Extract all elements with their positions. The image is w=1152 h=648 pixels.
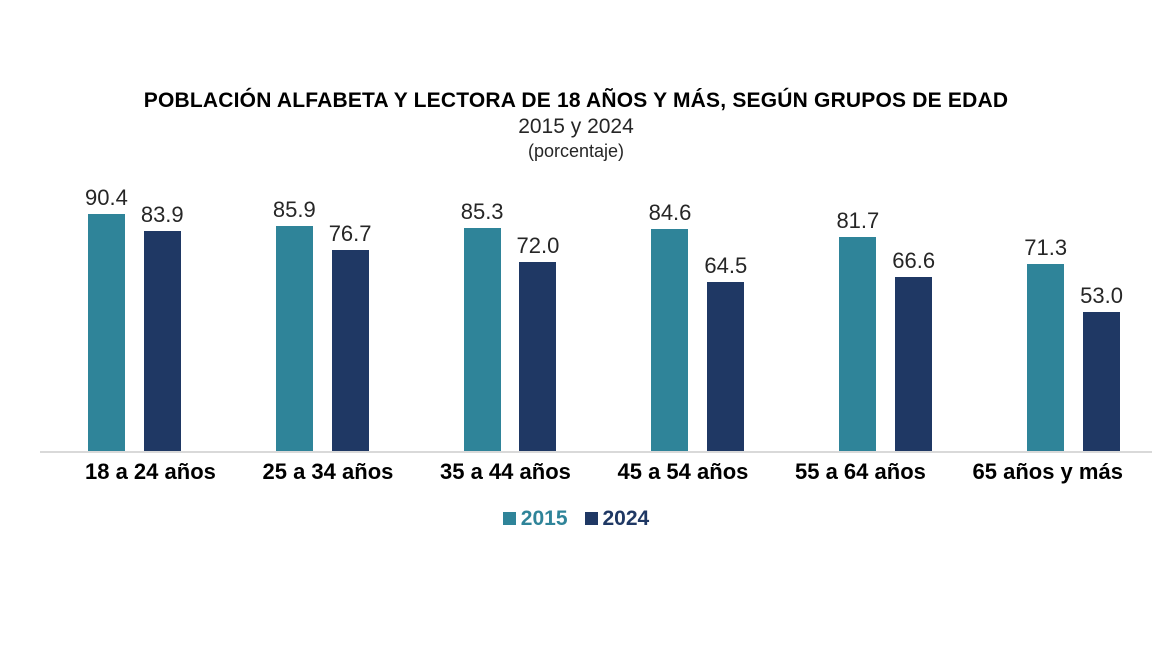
legend-swatch-2024-icon — [584, 512, 598, 526]
category-label: 25 a 34 años — [262, 459, 394, 484]
bar-2015 — [275, 226, 313, 451]
bar-group: 85.3 72.0 — [461, 199, 560, 451]
category-label: 55 a 64 años — [795, 459, 926, 484]
category-label: 18 a 24 años — [85, 459, 216, 484]
bar-col: 72.0 — [516, 232, 560, 451]
legend-item-2024: 2024 — [584, 506, 650, 531]
bar-2015 — [839, 237, 877, 451]
bar-group: 71.3 53.0 — [1024, 235, 1123, 451]
bar-col: 90.4 — [85, 185, 128, 451]
bar-col: 83.9 — [141, 202, 184, 451]
bar-col: 64.5 — [704, 253, 747, 451]
category-label: 65 años y más — [972, 459, 1123, 484]
bar-col: 53.0 — [1080, 283, 1123, 451]
legend: 2015 2024 — [0, 506, 1152, 531]
bar-2015 — [87, 214, 125, 451]
bar-2024 — [519, 262, 557, 451]
bar-col: 84.6 — [648, 199, 692, 451]
bar-col: 85.3 — [461, 199, 504, 451]
bar-col: 76.7 — [329, 221, 372, 451]
category-label: 35 a 44 años — [440, 459, 571, 484]
value-label: 84.6 — [648, 199, 692, 225]
bar-2015 — [463, 228, 501, 451]
value-label: 83.9 — [140, 201, 184, 227]
value-label: 85.3 — [460, 198, 504, 224]
bar-2024 — [1083, 312, 1121, 451]
value-label: 64.5 — [704, 252, 748, 278]
value-label: 72.0 — [516, 232, 560, 258]
bar-col: 66.6 — [892, 248, 935, 451]
bar-group: 81.7 66.6 — [836, 208, 935, 451]
bar-group: 90.4 83.9 — [85, 185, 184, 451]
value-label: 90.4 — [85, 184, 128, 210]
bar-2015 — [651, 229, 689, 451]
value-label: 71.3 — [1024, 234, 1068, 260]
bar-col: 81.7 — [836, 208, 879, 451]
chart-subtitle: 2015 y 2024 — [518, 115, 634, 139]
bar-2024 — [331, 250, 369, 451]
bar-2024 — [707, 282, 745, 451]
legend-label-2024: 2024 — [602, 507, 650, 530]
plot-area: 90.4 83.9 85.9 76.7 85.3 72.0 84.6 64.5 81.7 66.6… — [40, 163, 1152, 453]
bar-col: 85.9 — [273, 197, 316, 451]
bar-col: 71.3 — [1024, 235, 1067, 451]
category-axis: 18 a 24 años 25 a 34 años 35 a 44 años 45 a… — [40, 459, 1152, 485]
bar-2024 — [143, 231, 181, 451]
category-label: 45 a 54 años — [617, 459, 749, 484]
chart-title: POBLACIÓN ALFABETA Y LECTORA DE 18 AÑOS … — [143, 89, 1009, 112]
legend-item-2015: 2015 — [502, 506, 568, 531]
bar-2024 — [895, 277, 933, 451]
bar-group: 85.9 76.7 — [273, 197, 372, 451]
chart-header: POBLACIÓN ALFABETA Y LECTORA DE 18 AÑOS … — [0, 88, 1152, 162]
bar-group: 84.6 64.5 — [648, 199, 747, 451]
value-label: 76.7 — [328, 220, 372, 246]
value-label: 53.0 — [1080, 282, 1123, 308]
bar-2015 — [1027, 264, 1065, 451]
value-label: 85.9 — [272, 196, 316, 222]
chart-unit-label: (porcentaje) — [527, 140, 625, 161]
value-label: 66.6 — [892, 247, 936, 273]
legend-label-2015: 2015 — [520, 507, 568, 530]
value-label: 81.7 — [836, 207, 880, 233]
legend-swatch-2015-icon — [502, 512, 516, 526]
